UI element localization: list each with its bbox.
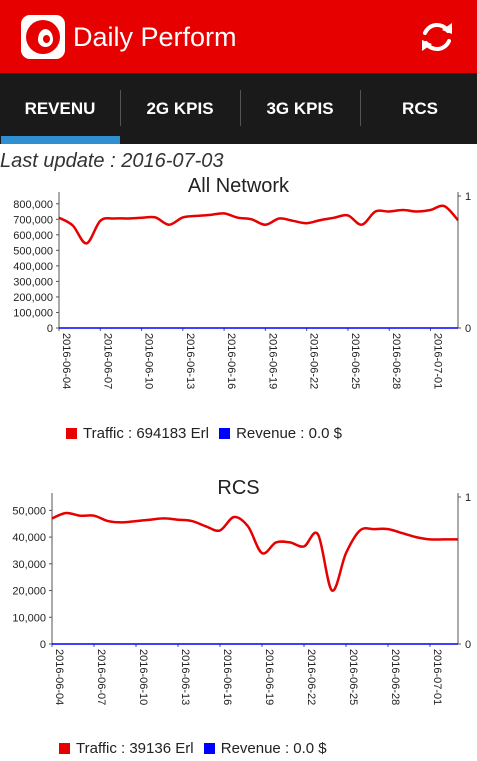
y2-tick-label: 1	[465, 191, 471, 203]
legend-item-revenue: Revenue : 0.0 $	[219, 425, 342, 442]
tab-revenu[interactable]: REVENU	[24, 99, 96, 118]
y-tick-label: 0	[40, 639, 46, 651]
x-tick-label: 2016-07-01	[431, 649, 443, 705]
x-tick-label: 2016-07-01	[431, 333, 443, 389]
legend-swatch-traffic	[66, 428, 77, 439]
legend-item-revenue: Revenue : 0.0 $	[203, 740, 327, 757]
series-line-traffic	[58, 204, 459, 245]
chart-title: All Network	[187, 175, 290, 197]
x-tick-label: 2016-06-07	[95, 649, 107, 705]
x-tick-label: 2016-06-10	[137, 649, 149, 705]
all-network-plot: 800,000 700,000 600,000 500,000 400,000 300,0…	[13, 191, 471, 389]
y-tick-label: 500,000	[13, 245, 53, 257]
tab-2g-kpis[interactable]: 2G KPIS	[146, 99, 214, 118]
x-tick-label: 2016-06-22	[308, 333, 320, 389]
chart-legend: Traffic : 694183 Erl Revenue : 0.0 $	[66, 425, 348, 442]
x-tick-label: 2016-06-13	[179, 649, 191, 705]
y-tick-label: 40,000	[12, 532, 46, 544]
x-tick-label: 2016-06-04	[60, 333, 72, 389]
rcs-chart: RCS 50,000 40,000 30,000 20,000 10,000 0 1 0 201…	[0, 474, 477, 761]
y2-tick-label: 1	[465, 492, 471, 504]
tab-3g-kpis[interactable]: 3G KPIS	[266, 99, 334, 118]
chart-legend: Traffic : 39136 Erl Revenue : 0.0 $	[59, 740, 333, 757]
y-tick-label: 0	[47, 323, 53, 335]
y-tick-label: 10,000	[12, 612, 46, 624]
tab-divider	[120, 90, 121, 126]
last-update-text: Last update : 2016-07-03	[0, 150, 224, 172]
x-tick-label: 2016-06-10	[143, 333, 155, 389]
rcs-plot: 50,000 40,000 30,000 20,000 10,000 0 1 0 2016-06…	[12, 492, 471, 705]
legend-swatch-revenue	[203, 743, 215, 754]
app-title: Daily Perform	[73, 22, 237, 52]
y-tick-label: 400,000	[13, 261, 53, 273]
tab-rcs[interactable]: RCS	[402, 99, 438, 118]
active-tab-indicator	[1, 136, 120, 144]
x-tick-label: 2016-06-13	[184, 333, 196, 389]
x-tick-label: 2016-06-07	[101, 333, 113, 389]
x-tick-label: 2016-06-28	[389, 649, 401, 705]
y-tick-label: 800,000	[13, 199, 53, 211]
y-tick-label: 100,000	[13, 307, 53, 319]
y2-tick-label: 0	[465, 323, 471, 335]
x-tick-label: 2016-06-16	[221, 649, 233, 705]
all-network-chart: All Network 800,000 700,000 600,000 500,000…	[0, 172, 477, 452]
x-tick-label: 2016-06-19	[263, 649, 275, 705]
y-tick-label: 50,000	[12, 505, 46, 517]
legend-label-revenue: Revenue : 0.0 $	[220, 740, 327, 757]
y-tick-label: 300,000	[13, 276, 53, 288]
x-tick-label: 2016-06-19	[266, 333, 278, 389]
tab-divider	[360, 90, 361, 126]
vodafone-logo-icon	[21, 15, 65, 59]
series-line-traffic	[51, 511, 458, 592]
y-tick-label: 20,000	[12, 586, 46, 598]
legend-swatch-revenue	[219, 428, 231, 439]
legend-item-traffic: Traffic : 39136 Erl	[59, 740, 194, 757]
tab-divider	[240, 90, 241, 126]
x-tick-label: 2016-06-22	[305, 649, 317, 705]
y2-tick-label: 0	[465, 639, 471, 651]
x-tick-label: 2016-06-16	[225, 333, 237, 389]
legend-label-traffic: Traffic : 39136 Erl	[76, 740, 194, 757]
y-tick-label: 600,000	[13, 230, 53, 242]
refresh-icon[interactable]	[418, 18, 456, 56]
x-tick-label: 2016-06-28	[390, 333, 402, 389]
x-tick-label: 2016-06-25	[349, 333, 361, 389]
y-tick-label: 200,000	[13, 292, 53, 304]
x-tick-label: 2016-06-25	[347, 649, 359, 705]
legend-item-traffic: Traffic : 694183 Erl	[66, 425, 209, 442]
x-tick-label: 2016-06-04	[53, 649, 65, 705]
tab-bar: REVENU 2G KPIS 3G KPIS RCS	[0, 73, 477, 144]
y-tick-label: 700,000	[13, 214, 53, 226]
chart-title: RCS	[217, 477, 260, 499]
app-bar: Daily Perform	[0, 0, 477, 73]
y-tick-label: 30,000	[12, 559, 46, 571]
legend-label-traffic: Traffic : 694183 Erl	[83, 425, 209, 442]
legend-label-revenue: Revenue : 0.0 $	[236, 425, 342, 442]
legend-swatch-traffic	[59, 743, 70, 754]
